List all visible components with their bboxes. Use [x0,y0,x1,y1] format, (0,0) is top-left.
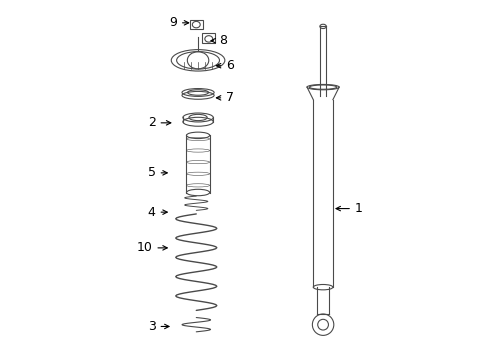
Text: 1: 1 [335,202,362,215]
Text: 5: 5 [147,166,167,179]
Text: 7: 7 [216,91,234,104]
Text: 4: 4 [147,206,167,219]
Text: 10: 10 [136,241,167,255]
Text: 6: 6 [216,59,234,72]
Text: 3: 3 [147,320,169,333]
Text: 9: 9 [169,16,188,29]
Text: 8: 8 [211,34,226,47]
Bar [189,20,203,29]
Text: 2: 2 [147,116,170,129]
Bar [202,33,215,43]
